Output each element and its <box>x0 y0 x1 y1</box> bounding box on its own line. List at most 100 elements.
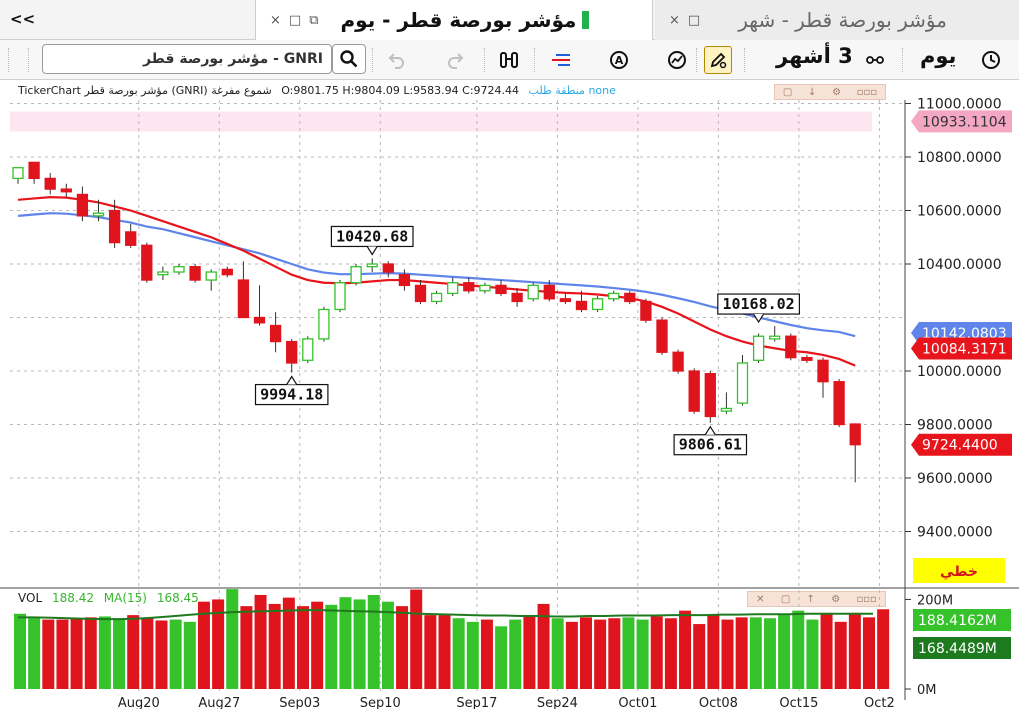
undo-button[interactable] <box>382 46 412 74</box>
drawing-tools-button[interactable] <box>704 46 732 74</box>
volume-bar <box>565 621 578 689</box>
compare-button[interactable] <box>494 46 524 74</box>
popout-icon[interactable]: ⧉ <box>309 12 319 28</box>
x-tick-label: Sep24 <box>537 696 578 709</box>
tab-monthly-chart[interactable]: × □ مؤشر بورصة قطر - شهر <box>655 0 1019 40</box>
zone-label: منطقة طلب <box>528 84 585 97</box>
maximize-icon[interactable]: □ <box>288 12 302 28</box>
candle-body-down <box>189 266 201 281</box>
volume-bar <box>622 617 635 689</box>
price-chart[interactable]: 11000.0000 10800.0000 10600.0000 10400.0000… <box>0 80 1019 709</box>
candle <box>752 333 765 363</box>
candle <box>640 298 652 323</box>
range-dropdown[interactable] <box>862 46 888 74</box>
volume-bar <box>509 619 522 689</box>
redo-icon <box>448 53 464 69</box>
toolbar-separator <box>8 48 9 72</box>
pencil-icon <box>710 52 727 69</box>
volume-tag-label: 188.4162M <box>918 613 997 629</box>
y-tick-label: 9400.0000 <box>917 525 993 541</box>
price-tag-shape <box>911 337 1012 360</box>
volume-bar <box>523 615 536 689</box>
volume-bar <box>197 601 210 689</box>
price-tag-label: 10084.3171 <box>922 341 1007 357</box>
candle <box>495 280 507 297</box>
volume-bar <box>311 601 324 689</box>
move-down-icon[interactable]: ↓ <box>808 86 817 98</box>
indicators-button[interactable] <box>546 46 576 74</box>
volume-bar <box>183 621 196 689</box>
candle <box>60 183 72 198</box>
settings-icon[interactable]: ⚙ <box>832 86 842 98</box>
candle <box>350 264 362 286</box>
candle-body-down <box>76 193 89 217</box>
candle <box>817 357 829 398</box>
candle <box>720 392 733 414</box>
chart-circle-icon <box>668 51 686 69</box>
toolbar-separator <box>744 48 745 72</box>
search-button[interactable] <box>332 44 366 74</box>
interval-dropdown[interactable] <box>978 46 1004 74</box>
volume-bar <box>551 618 564 689</box>
interval-selector[interactable]: يوم <box>920 44 956 68</box>
tab-title-daily: مؤشر بورصة قطر - يوم <box>340 8 577 32</box>
candle-body-up <box>350 266 362 284</box>
close-icon[interactable]: × <box>669 12 680 28</box>
indicator-lines-icon <box>552 54 570 66</box>
candle <box>237 261 250 319</box>
tab-daily-chart[interactable]: × □ ⧉ مؤشر بورصة قطر - يوم <box>255 0 653 40</box>
more-icon[interactable]: ▫▫▫ <box>856 86 878 98</box>
volume-bar <box>749 617 762 689</box>
redo-button[interactable] <box>440 46 470 74</box>
volume-bar <box>877 609 890 689</box>
volume-tag-shape <box>913 609 1011 631</box>
restore-pane-icon[interactable]: ▢ <box>782 86 793 98</box>
candle-body-up <box>205 271 217 281</box>
alert-circle-icon: A <box>610 51 628 69</box>
x-tick-label: Aug20 <box>118 696 160 709</box>
settings-icon[interactable]: ⚙ <box>831 593 841 605</box>
close-icon[interactable]: × <box>270 12 281 28</box>
line-style-toggle[interactable]: خطي <box>913 558 1005 583</box>
maximize-icon[interactable]: □ <box>687 12 701 28</box>
price-tag-label: 10933.1104 <box>922 114 1007 130</box>
candle <box>12 167 24 184</box>
volume-bar <box>169 619 182 689</box>
x-tick-label: Oct2 <box>864 696 895 709</box>
candle-body-down <box>125 231 137 246</box>
alerts-button[interactable]: A <box>604 46 634 74</box>
candle <box>736 354 749 406</box>
more-icon[interactable]: ▫▫▫ <box>856 593 877 605</box>
callout-pointer <box>753 313 765 324</box>
price-tag: 10933.1104 <box>911 110 1012 133</box>
chart-type-button[interactable] <box>662 46 692 74</box>
price-callout: 10168.02 <box>717 293 800 324</box>
candle-body-down <box>414 284 427 303</box>
candle-body-up <box>430 292 443 303</box>
candle-body-up <box>527 284 539 300</box>
candle <box>28 161 40 184</box>
volume-value: 188.42 <box>51 591 94 605</box>
chart-info-line: TickerChart مؤشر بورصة قطر (GNRI) شموع م… <box>18 84 616 97</box>
chart-symbol-name: مؤشر بورصة قطر (GNRI) <box>84 84 208 97</box>
symbol-input[interactable]: GNRI - مؤشر بورصة قطر <box>42 44 332 74</box>
price-pane-controls: ▢ ↓ ⚙ ▫▫▫ <box>774 84 886 100</box>
candle <box>688 368 700 414</box>
volume-bar <box>70 618 83 689</box>
volume-bar <box>325 604 338 689</box>
move-up-icon[interactable]: ↑ <box>806 593 815 605</box>
candle-body-down <box>237 279 250 319</box>
candle <box>286 338 298 373</box>
tab-title-monthly: مؤشر بورصة قطر - شهر <box>738 8 947 32</box>
volume-bar <box>495 626 508 689</box>
undo-icon <box>388 53 404 69</box>
tab-bar: << × □ ⧉ مؤشر بورصة قطر - يوم × □ مؤشر ب… <box>0 0 1019 40</box>
candle <box>624 290 636 305</box>
collapse-tabs-icon[interactable]: << <box>10 10 36 28</box>
candle <box>672 349 684 374</box>
volume-info-line: VOL 188.42 MA(15) 168.45 <box>18 591 199 605</box>
restore-pane-icon[interactable]: ▢ <box>780 593 791 605</box>
y-tick-label: 10400.0000 <box>917 257 1002 273</box>
close-pane-icon[interactable]: ✕ <box>756 593 765 605</box>
range-selector[interactable]: 3 أشهر <box>776 44 853 68</box>
